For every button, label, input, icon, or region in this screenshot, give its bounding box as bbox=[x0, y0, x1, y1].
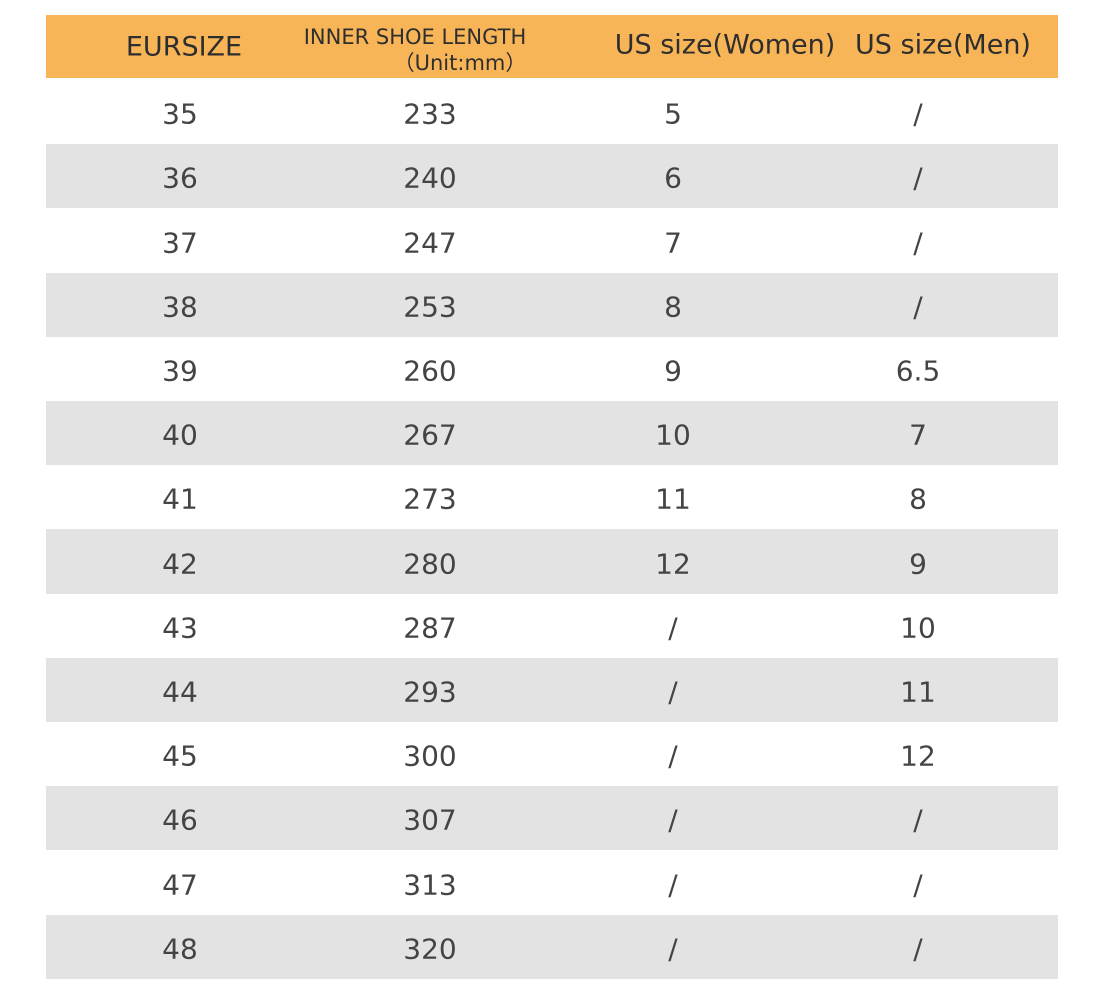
table-cell: 8 bbox=[909, 482, 927, 516]
header-unit: （Unit:mm） bbox=[393, 51, 527, 75]
table-cell: 38 bbox=[162, 290, 198, 324]
table-cell: 307 bbox=[403, 803, 457, 837]
header-row bbox=[46, 15, 1058, 78]
table-cell: 7 bbox=[664, 226, 682, 259]
table-cell: 240 bbox=[403, 161, 457, 195]
table-cell: 320 bbox=[403, 932, 457, 966]
table-cell: / bbox=[668, 611, 678, 645]
table-row bbox=[46, 593, 1058, 658]
table-cell: / bbox=[668, 932, 678, 966]
table-cell: 253 bbox=[403, 290, 457, 324]
table-cell: 42 bbox=[162, 547, 198, 580]
table-row bbox=[46, 272, 1058, 337]
table-cell: 35 bbox=[162, 97, 198, 131]
table-cell: / bbox=[913, 226, 923, 259]
table-cell: 273 bbox=[403, 482, 457, 516]
table-cell: 12 bbox=[900, 739, 936, 773]
table-cell: / bbox=[668, 675, 678, 709]
table-cell: 47 bbox=[162, 868, 198, 901]
table-cell: / bbox=[913, 290, 923, 324]
table-row bbox=[46, 208, 1058, 273]
table-cell: / bbox=[668, 739, 678, 773]
table-cell: 44 bbox=[162, 675, 198, 709]
table-cell: 260 bbox=[403, 354, 457, 388]
table-row bbox=[46, 336, 1058, 401]
table-row bbox=[46, 657, 1058, 722]
table-cell: 7 bbox=[909, 418, 927, 452]
table-cell: 9 bbox=[664, 354, 682, 388]
table-cell: 300 bbox=[403, 739, 457, 773]
table-cell: 10 bbox=[655, 418, 691, 452]
table-cell: / bbox=[668, 803, 678, 837]
table-row bbox=[46, 914, 1058, 979]
table-cell: 48 bbox=[162, 932, 198, 966]
table-row bbox=[46, 401, 1058, 466]
table-row bbox=[46, 529, 1058, 594]
header-cell: EURSIZE bbox=[125, 31, 243, 63]
table-cell: 313 bbox=[403, 868, 457, 901]
table-cell: 40 bbox=[162, 418, 198, 452]
table-cell: 267 bbox=[403, 418, 457, 452]
table-row bbox=[46, 144, 1058, 209]
table-cell: 11 bbox=[900, 675, 936, 709]
table-cell: 293 bbox=[403, 675, 457, 709]
table-cell: / bbox=[913, 161, 923, 195]
table-cell: / bbox=[913, 803, 923, 837]
table-cell: 37 bbox=[162, 226, 198, 259]
table-row bbox=[46, 465, 1058, 530]
table-cell: 247 bbox=[403, 226, 457, 259]
table-cell: 8 bbox=[664, 290, 682, 324]
table-cell: / bbox=[913, 868, 923, 901]
table-cell: 46 bbox=[162, 803, 198, 837]
table-cell: 10 bbox=[900, 611, 936, 645]
table-cell: 280 bbox=[403, 547, 457, 580]
table-cell: 5 bbox=[664, 97, 682, 131]
table-cell: / bbox=[913, 97, 923, 131]
table-cell: 36 bbox=[162, 161, 198, 195]
header-cell: US size(Women) bbox=[614, 29, 836, 61]
table-cell: 12 bbox=[655, 547, 691, 580]
table-cell: 6 bbox=[664, 161, 682, 195]
table-cell: 43 bbox=[162, 611, 198, 645]
table-row bbox=[46, 722, 1058, 787]
table-cell: 11 bbox=[655, 482, 691, 516]
header-cell: INNER SHOE LENGTH bbox=[303, 25, 527, 49]
table-row bbox=[46, 80, 1058, 145]
table-cell: 6.5 bbox=[895, 354, 941, 388]
table-cell: 287 bbox=[403, 611, 457, 645]
table-cell: / bbox=[913, 932, 923, 966]
table-cell: / bbox=[668, 868, 678, 901]
table-cell: 9 bbox=[909, 547, 927, 580]
table-cell: 41 bbox=[162, 482, 198, 516]
table-row bbox=[46, 786, 1058, 851]
header-cell: US size(Men) bbox=[855, 29, 1031, 61]
table-cell: 233 bbox=[403, 97, 457, 131]
table-cell: 39 bbox=[162, 354, 198, 388]
table-cell: 45 bbox=[162, 739, 198, 773]
table-row bbox=[46, 850, 1058, 915]
